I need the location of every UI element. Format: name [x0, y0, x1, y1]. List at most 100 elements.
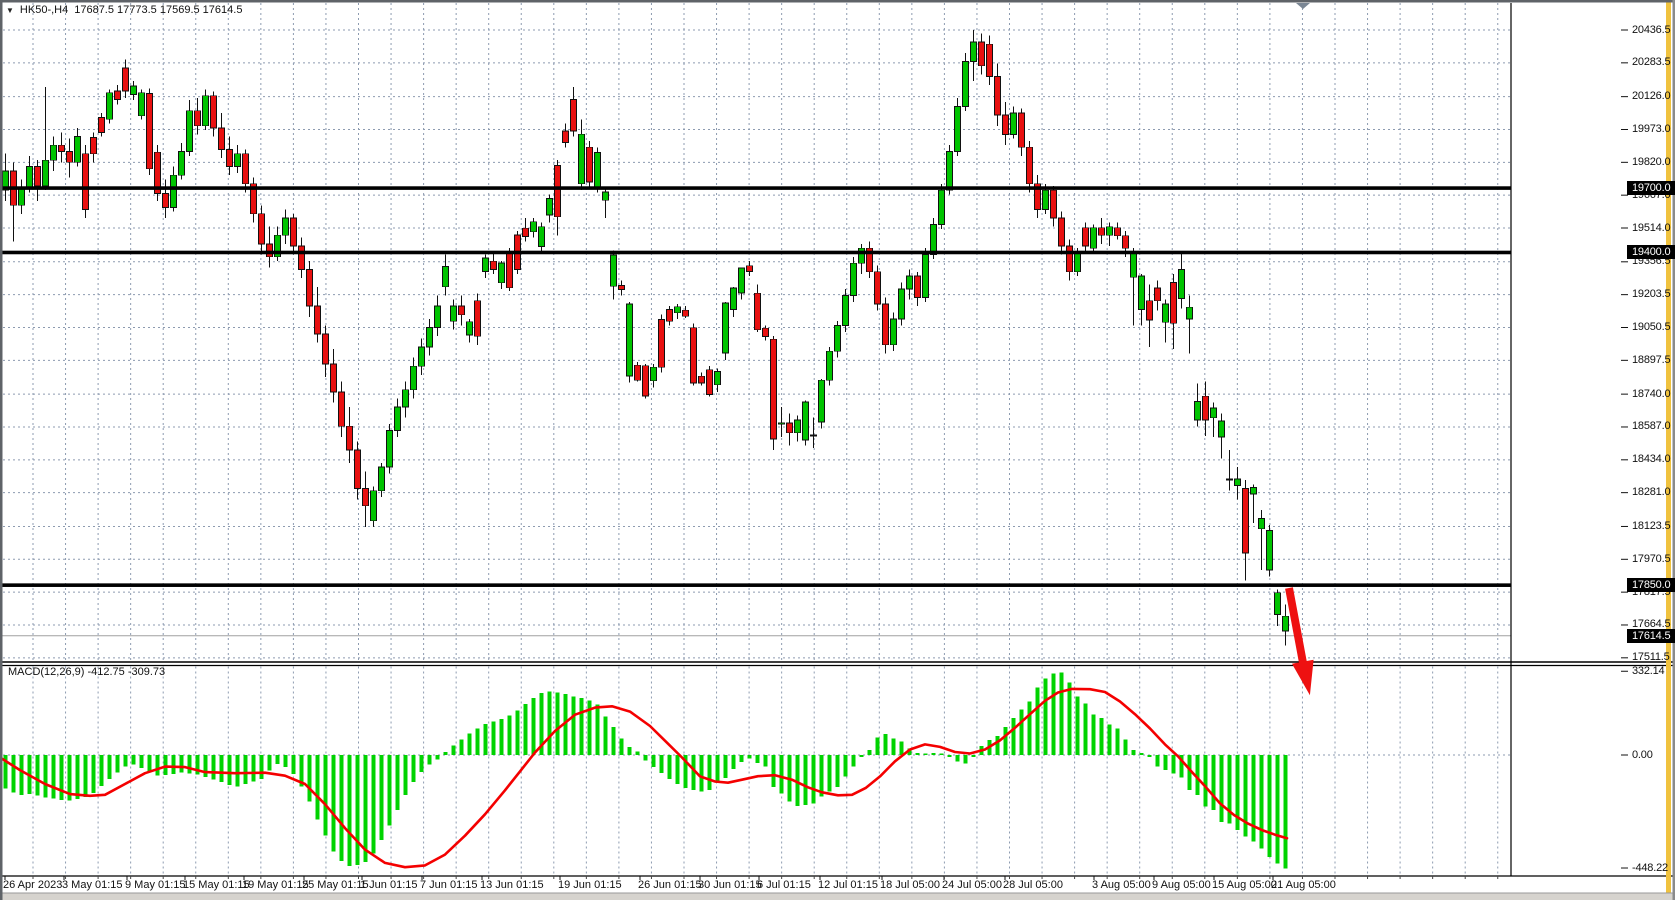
macd-histogram-bar	[883, 734, 888, 755]
bear-candle-body	[1066, 245, 1073, 273]
macd-histogram-bar	[395, 755, 400, 810]
macd-histogram-bar	[131, 755, 136, 765]
bull-candle-body	[1258, 518, 1265, 530]
bear-candle-body	[1026, 146, 1033, 185]
bear-candle-body	[1242, 488, 1249, 554]
bull-candle-body	[1010, 112, 1017, 135]
macd-histogram-bar	[643, 755, 648, 761]
trend-arrow-annotation[interactable]	[1285, 587, 1314, 696]
bull-candle-body	[1274, 592, 1281, 615]
bear-candle-body	[1082, 227, 1089, 247]
support-resistance-line[interactable]	[0, 583, 1511, 587]
bull-candle-body	[842, 295, 849, 326]
bull-candle-body	[578, 133, 585, 185]
bear-candle-body	[266, 243, 273, 258]
bull-candle-body	[178, 151, 185, 176]
bull-candle-body	[626, 303, 633, 377]
macd-histogram-bar	[1003, 726, 1008, 755]
macd-histogram-bar	[971, 755, 976, 758]
macd-histogram-bar	[1187, 755, 1192, 791]
macd-histogram-bar	[83, 755, 88, 797]
symbol-dropdown-icon[interactable]: ▼	[6, 5, 14, 15]
macd-histogram-bar	[107, 755, 112, 779]
support-resistance-line[interactable]	[0, 186, 1511, 190]
bear-candle-body	[258, 213, 265, 245]
bull-candle-body	[730, 287, 737, 310]
macd-histogram-bar	[267, 755, 272, 771]
macd-histogram-bar	[635, 751, 640, 755]
bear-candle-body	[522, 227, 529, 237]
macd-histogram-bar	[819, 755, 824, 797]
macd-histogram-bar	[995, 736, 1000, 755]
bear-candle-body	[1098, 227, 1105, 236]
bear-candle-body	[362, 488, 369, 507]
macd-histogram-bar	[75, 755, 80, 799]
bear-candle-body	[98, 117, 105, 133]
macd-histogram-bar	[411, 755, 416, 783]
macd-histogram-bar	[555, 692, 560, 755]
macd-signal-line	[0, 687, 1289, 869]
macd-histogram-bar	[763, 755, 768, 767]
macd-histogram-bar	[707, 755, 712, 790]
macd-histogram-bar	[99, 755, 104, 786]
macd-histogram-bar	[1083, 703, 1088, 755]
bear-candle-body	[1122, 235, 1129, 249]
macd-histogram-bar	[211, 755, 216, 780]
macd-histogram-bar	[43, 755, 48, 798]
window-bottom-strip	[0, 893, 1675, 900]
bull-candle-body	[1226, 478, 1233, 481]
bull-candle-body	[1178, 269, 1185, 300]
bull-candle-body	[1130, 252, 1137, 278]
macd-histogram-bar	[1227, 755, 1232, 824]
macd-histogram-bar	[611, 726, 616, 755]
macd-histogram-bar	[947, 755, 952, 758]
macd-histogram-bar	[123, 755, 128, 767]
macd-histogram-bar	[867, 749, 872, 755]
bull-candle-body	[426, 327, 433, 348]
bull-candle-body	[106, 92, 113, 120]
bull-candle-body	[274, 234, 281, 258]
bull-candle-body	[802, 401, 809, 441]
chart-shift-marker-icon[interactable]	[1296, 3, 1310, 9]
bull-candle-body	[594, 152, 601, 188]
bull-candle-body	[186, 110, 193, 152]
bear-candle-body	[1034, 183, 1041, 210]
support-resistance-line[interactable]	[0, 250, 1511, 255]
bull-candle-body	[818, 379, 825, 423]
bull-candle-body	[890, 318, 897, 346]
chart-header: ▼ HK50-,H4 17687.5 17773.5 17569.5 17614.5	[6, 4, 242, 16]
macd-histogram-bar	[371, 755, 376, 854]
macd-histogram-bar	[1275, 755, 1280, 864]
bull-candle-body	[202, 95, 209, 127]
bull-candle-body	[946, 151, 953, 191]
bull-candle-body	[546, 198, 553, 216]
macd-histogram-bar	[1259, 755, 1264, 849]
macd-histogram-bar	[651, 755, 656, 768]
window-top-border	[0, 0, 1675, 3]
bear-candle-body	[490, 260, 497, 271]
bull-candle-body	[498, 262, 505, 284]
macd-histogram-bar	[147, 755, 152, 773]
macd-histogram-bar	[619, 738, 624, 755]
macd-histogram-bar	[1203, 755, 1208, 807]
bull-candle-body	[858, 247, 865, 264]
bear-candle-body	[1202, 395, 1209, 421]
macd-histogram-bar	[451, 745, 456, 755]
macd-histogram-bar	[891, 738, 896, 755]
macd-histogram-bar	[1267, 755, 1272, 857]
bull-candle-body	[1194, 401, 1201, 421]
macd-histogram-bar	[1251, 755, 1256, 842]
macd-histogram-bar	[355, 755, 360, 865]
bear-candle-body	[882, 303, 889, 346]
macd-histogram-bar	[235, 755, 240, 787]
macd-histogram-bar	[171, 755, 176, 774]
macd-histogram-bar	[739, 755, 744, 763]
bull-candle-body	[450, 305, 457, 322]
bear-candle-body	[242, 153, 249, 185]
bear-candle-body	[570, 99, 577, 132]
bull-candle-body	[826, 350, 833, 381]
bull-candle-body	[50, 144, 57, 161]
macd-histogram-bar	[1091, 714, 1096, 755]
macd-histogram-bar	[811, 755, 816, 804]
